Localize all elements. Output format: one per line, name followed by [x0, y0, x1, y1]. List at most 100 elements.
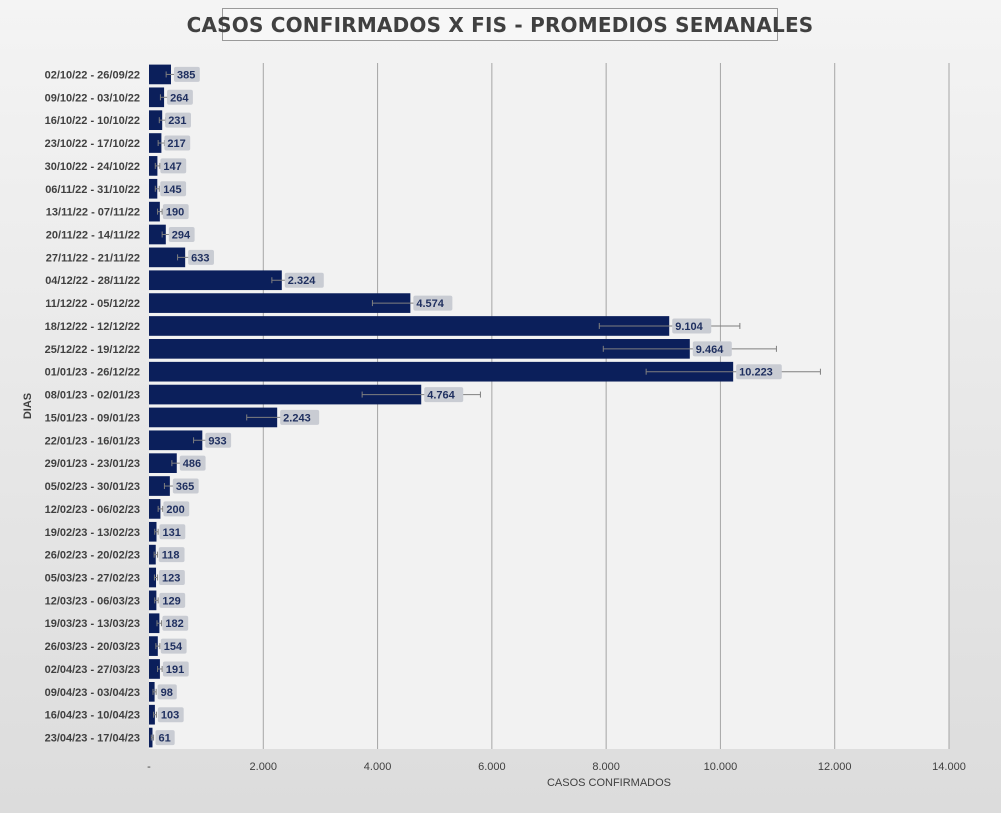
category-label: 02/10/22 - 26/09/22 [45, 69, 140, 81]
data-label: 9.104 [675, 321, 703, 333]
data-label: 190 [166, 207, 184, 219]
bar [149, 704, 155, 725]
data-label-bg [167, 89, 193, 105]
data-label: 191 [166, 664, 184, 676]
data-label-bg [162, 661, 189, 677]
data-label: 365 [176, 481, 194, 493]
data-label: 182 [165, 618, 183, 630]
data-label-bg [162, 204, 189, 220]
data-label: 129 [162, 595, 180, 607]
data-label-bg [164, 135, 191, 151]
category-label: 08/01/23 - 02/01/23 [45, 390, 140, 402]
category-labels: 02/10/22 - 26/09/22 09/10/22 - 03/10/22 16… [45, 69, 140, 744]
category-label: 19/03/23 - 13/03/23 [45, 618, 140, 630]
x-tick-label: 10.000 [704, 761, 738, 773]
data-label-bg [188, 249, 214, 265]
data-label: 264 [170, 92, 189, 104]
data-label-bg [424, 387, 464, 403]
x-tick-label: 6.000 [478, 761, 506, 773]
bar [149, 64, 171, 85]
data-label-bg [672, 318, 712, 334]
data-label-bg [158, 547, 185, 563]
data-label: 385 [177, 69, 195, 81]
data-label: 123 [162, 573, 180, 585]
x-tick-label: 12.000 [818, 761, 852, 773]
category-label: 01/01/23 - 26/12/22 [45, 367, 140, 379]
data-label: 200 [166, 504, 184, 516]
data-label-bg [162, 615, 189, 631]
data-label: 294 [172, 230, 191, 242]
category-label: 30/10/22 - 24/10/22 [45, 161, 140, 173]
data-label: 9.464 [696, 344, 724, 356]
x-tick-label: - [147, 761, 151, 773]
data-label-bg [172, 478, 199, 494]
data-label: 131 [162, 527, 180, 539]
x-tick-labels: - 2.000 4.000 6.000 8.000 10.000 12.000 14.000 [147, 761, 966, 773]
x-axis-title: CASOS CONFIRMADOS [547, 777, 671, 789]
bar [149, 224, 166, 245]
data-label-bg [160, 158, 187, 174]
data-label: 4.764 [427, 390, 455, 402]
data-label: 933 [208, 435, 226, 447]
bar [149, 361, 734, 382]
bar [149, 178, 158, 199]
bar [149, 613, 160, 634]
data-label-bg [736, 364, 782, 380]
data-label: 2.324 [288, 275, 316, 287]
data-label-bg [157, 707, 184, 723]
data-label: 98 [161, 687, 173, 699]
category-label: 09/04/23 - 03/04/23 [45, 687, 140, 699]
data-label-bg [157, 684, 177, 700]
error-bars [150, 71, 821, 741]
x-tick-label: 14.000 [932, 761, 966, 773]
gridlines [262, 63, 950, 749]
bar [149, 521, 157, 542]
y-axis-title: DIAS [22, 393, 34, 419]
category-label: 06/11/22 - 31/10/22 [45, 184, 140, 196]
data-label: 103 [161, 710, 179, 722]
bar [149, 270, 282, 291]
plot-area [149, 63, 949, 749]
category-label: 27/11/22 - 21/11/22 [46, 252, 140, 264]
data-label: 61 [158, 733, 170, 745]
data-label-bg [692, 341, 732, 357]
category-label: 23/10/22 - 17/10/22 [45, 138, 140, 150]
data-label-bg [155, 730, 175, 746]
data-label-bg [413, 295, 453, 311]
category-label: 09/10/22 - 03/10/22 [45, 92, 140, 104]
data-label: 154 [164, 641, 183, 653]
data-label: 633 [191, 252, 209, 264]
category-label: 16/10/22 - 10/10/22 [45, 115, 140, 127]
bar [149, 384, 422, 405]
bar [149, 316, 670, 336]
data-label-bg [159, 570, 185, 585]
category-label: 16/04/23 - 10/04/23 [45, 710, 140, 722]
category-label: 18/12/22 - 12/12/22 [45, 321, 140, 333]
data-label: 10.223 [739, 367, 773, 379]
bar [149, 727, 153, 748]
data-label: 217 [167, 138, 185, 150]
category-label: 12/02/23 - 06/02/23 [45, 504, 140, 516]
bar [149, 87, 165, 108]
category-label: 26/03/23 - 20/03/23 [45, 641, 140, 653]
category-label: 11/12/22 - 05/12/22 [45, 298, 140, 310]
category-label: 13/11/22 - 07/11/22 [46, 207, 140, 219]
data-label-bg [163, 501, 190, 517]
category-label: 02/04/23 - 27/03/23 [45, 664, 140, 676]
bar [149, 247, 186, 268]
data-label: 145 [163, 184, 181, 196]
bar [149, 476, 170, 496]
data-label-bg [168, 227, 195, 242]
data-label: 147 [163, 161, 181, 173]
data-label: 231 [168, 115, 186, 127]
chart-title: CASOS CONFIRMADOS X FIS - PROMEDIOS SEMA… [187, 8, 813, 41]
bar [149, 544, 156, 565]
data-label-bg [160, 181, 187, 197]
data-label: 118 [162, 550, 180, 562]
x-tick-label: 2.000 [250, 761, 278, 773]
bar [149, 201, 160, 222]
category-label: 19/02/23 - 13/02/23 [45, 527, 140, 539]
data-label-bg [179, 455, 206, 471]
